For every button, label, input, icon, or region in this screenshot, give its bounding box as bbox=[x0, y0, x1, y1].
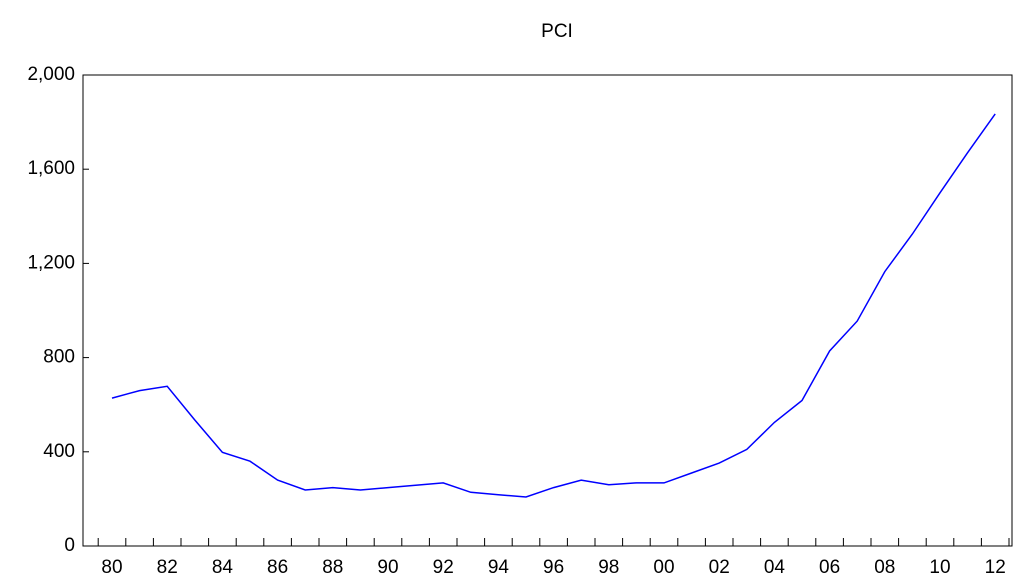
x-tick-label: 80 bbox=[101, 557, 122, 578]
x-tick-label: 82 bbox=[157, 557, 178, 578]
y-tick-label: 800 bbox=[43, 347, 75, 368]
y-tick-label: 1,200 bbox=[27, 252, 75, 273]
x-tick-label: 86 bbox=[267, 557, 288, 578]
x-tick-label: 98 bbox=[598, 557, 619, 578]
x-tick-label: 96 bbox=[543, 557, 564, 578]
x-tick-label: 02 bbox=[709, 557, 730, 578]
x-tick-label: 92 bbox=[433, 557, 454, 578]
chart-title: PCI bbox=[541, 21, 573, 42]
x-tick-label: 08 bbox=[874, 557, 895, 578]
x-tick-label: 90 bbox=[377, 557, 398, 578]
x-tick-label: 06 bbox=[819, 557, 840, 578]
y-tick-label: 0 bbox=[64, 535, 75, 556]
x-tick-label: 88 bbox=[322, 557, 343, 578]
y-tick-label: 1,600 bbox=[27, 158, 75, 179]
x-tick-label: 94 bbox=[488, 557, 510, 578]
y-tick-label: 2,000 bbox=[27, 64, 75, 85]
x-tick-label: 04 bbox=[764, 557, 786, 578]
x-tick-label: 00 bbox=[653, 557, 674, 578]
x-tick-label: 84 bbox=[212, 557, 234, 578]
x-tick-label: 10 bbox=[929, 557, 950, 578]
plot-frame bbox=[82, 74, 1013, 547]
y-tick-label: 400 bbox=[43, 441, 75, 462]
data-line bbox=[111, 113, 996, 498]
x-tick-label: 12 bbox=[985, 557, 1006, 578]
